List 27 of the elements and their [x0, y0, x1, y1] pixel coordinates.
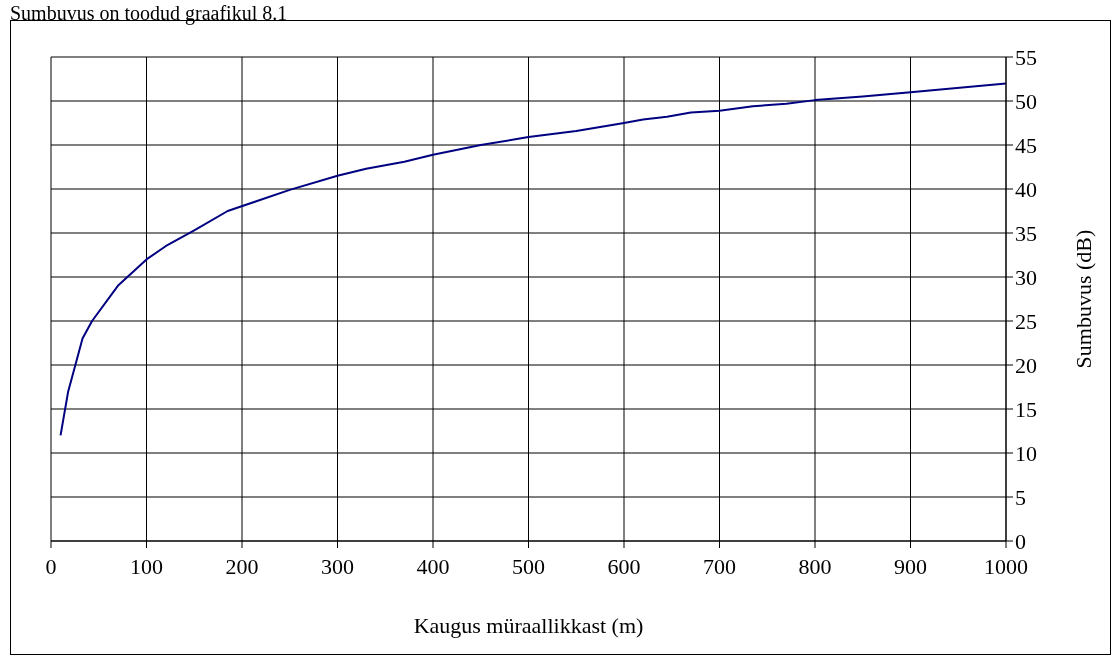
y-axis-title: Sumbuvus (dB) [1070, 229, 1096, 369]
y-tick-label: 0 [1015, 528, 1026, 554]
x-tick-label: 900 [894, 553, 927, 579]
y-tick-label: 25 [1015, 308, 1037, 334]
y-tick-label: 10 [1015, 440, 1037, 466]
line-series [59, 82, 1006, 437]
y-tick-label: 20 [1015, 352, 1037, 378]
x-tick-label: 700 [703, 553, 736, 579]
x-tick-label: 800 [798, 553, 832, 579]
x-tick-label: 100 [130, 553, 163, 579]
y-tick-label: 50 [1015, 88, 1037, 114]
y-tick-label: 30 [1015, 264, 1037, 290]
x-tick-label: 1000 [984, 553, 1028, 579]
y-tick-label: 45 [1015, 132, 1037, 158]
x-tick-label: 400 [416, 553, 450, 579]
y-tick-label: 55 [1015, 44, 1037, 70]
y-tick-label: 5 [1015, 484, 1026, 510]
x-axis-title: Kaugus müraallikkast (m) [413, 613, 644, 638]
y-tick-label: 15 [1015, 396, 1037, 422]
x-tick-label: 600 [607, 553, 641, 579]
y-tick-label: 35 [1015, 220, 1037, 246]
x-tick-label: 200 [225, 553, 259, 579]
y-tick-label: 40 [1015, 176, 1037, 202]
chart-title: Sumbuvus on toodud graafikul 8.1 [10, 2, 288, 25]
x-tick-label: 500 [512, 553, 545, 579]
x-tick-label: 300 [321, 553, 354, 579]
x-tick-label: 0 [45, 553, 57, 579]
